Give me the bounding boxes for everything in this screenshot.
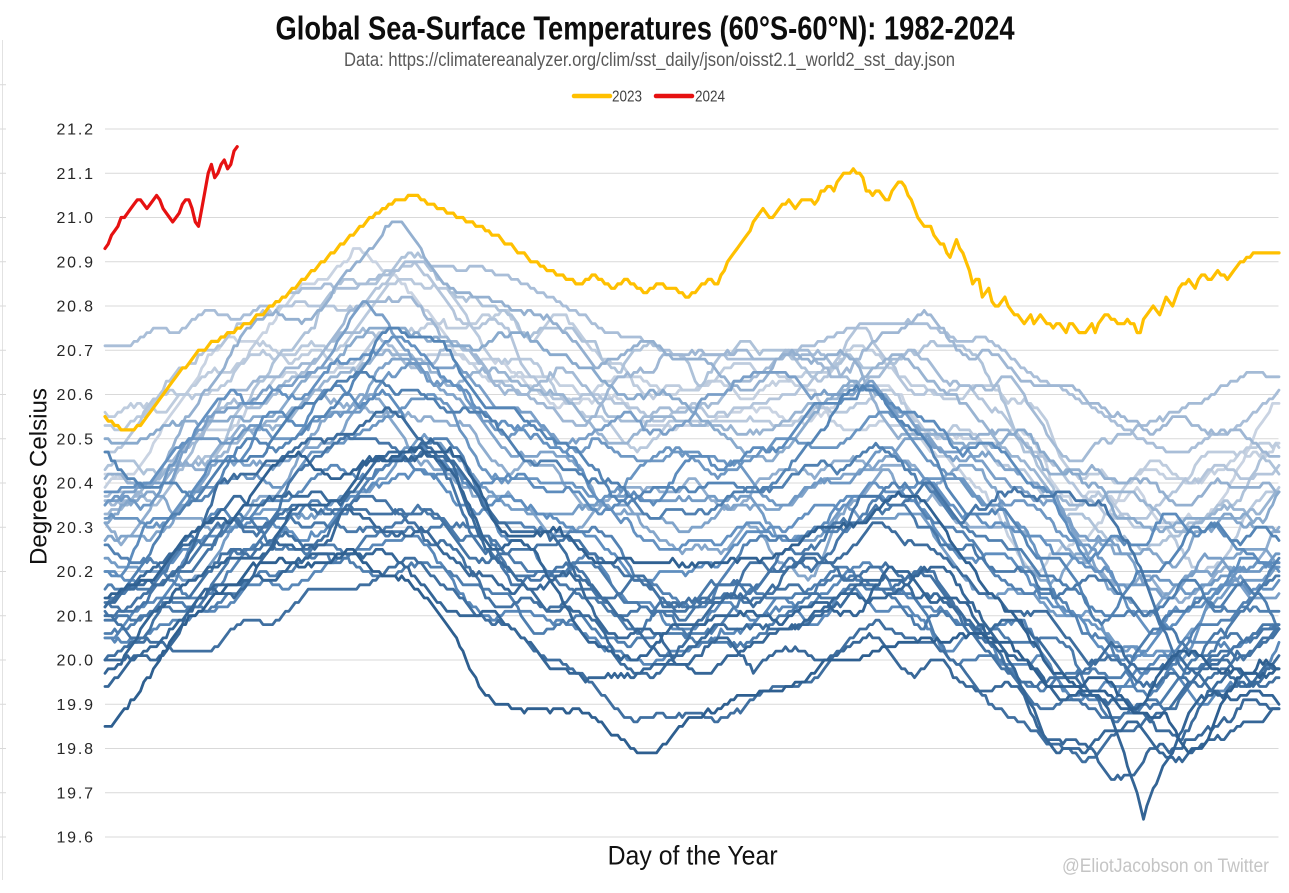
svg-text:21.1: 21.1 (57, 166, 94, 183)
svg-text:Data: https://climatereanalyze: Data: https://climatereanalyzer.org/clim… (344, 49, 955, 71)
svg-text:2024: 2024 (695, 89, 725, 106)
svg-text:20.6: 20.6 (57, 387, 94, 404)
svg-text:20.9: 20.9 (57, 254, 94, 271)
svg-text:20.2: 20.2 (57, 564, 94, 581)
svg-text:20.8: 20.8 (57, 299, 94, 316)
svg-text:2023: 2023 (612, 89, 642, 106)
svg-text:21.0: 21.0 (57, 210, 94, 227)
svg-text:20.1: 20.1 (57, 608, 94, 625)
svg-text:20.0: 20.0 (57, 653, 94, 670)
svg-text:Day of the Year: Day of the Year (608, 841, 778, 871)
svg-text:19.9: 19.9 (57, 697, 94, 714)
svg-text:@EliotJacobson on Twitter: @EliotJacobson on Twitter (1062, 856, 1270, 877)
svg-text:20.3: 20.3 (57, 520, 94, 537)
svg-text:19.7: 19.7 (57, 785, 94, 802)
svg-text:19.8: 19.8 (57, 741, 94, 758)
svg-text:19.6: 19.6 (57, 830, 94, 847)
svg-text:20.4: 20.4 (57, 476, 94, 493)
svg-text:20.5: 20.5 (57, 431, 94, 448)
svg-text:Degrees Celsius: Degrees Celsius (26, 388, 53, 565)
svg-text:Global Sea-Surface Temperature: Global Sea-Surface Temperatures (60°S-60… (276, 11, 1015, 48)
svg-text:21.2: 21.2 (57, 122, 94, 139)
svg-text:20.7: 20.7 (57, 343, 94, 360)
